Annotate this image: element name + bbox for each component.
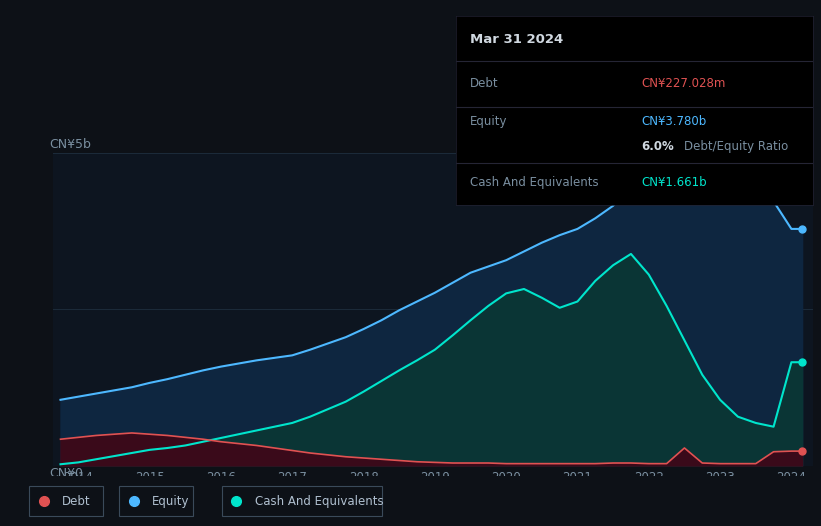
Text: CN¥3.780b: CN¥3.780b — [641, 115, 707, 128]
Text: 6.0%: 6.0% — [641, 140, 674, 153]
Text: CN¥1.661b: CN¥1.661b — [641, 176, 707, 189]
Text: CN¥5b: CN¥5b — [49, 138, 91, 151]
Text: Debt: Debt — [470, 77, 498, 90]
Text: CN¥227.028m: CN¥227.028m — [641, 77, 726, 90]
Text: Equity: Equity — [470, 115, 507, 128]
Text: Equity: Equity — [152, 494, 190, 508]
Text: Cash And Equivalents: Cash And Equivalents — [255, 494, 383, 508]
Text: Debt: Debt — [62, 494, 90, 508]
Text: Debt/Equity Ratio: Debt/Equity Ratio — [684, 140, 788, 153]
Text: Cash And Equivalents: Cash And Equivalents — [470, 176, 599, 189]
Text: Mar 31 2024: Mar 31 2024 — [470, 33, 563, 46]
Text: CN¥0: CN¥0 — [49, 467, 84, 480]
